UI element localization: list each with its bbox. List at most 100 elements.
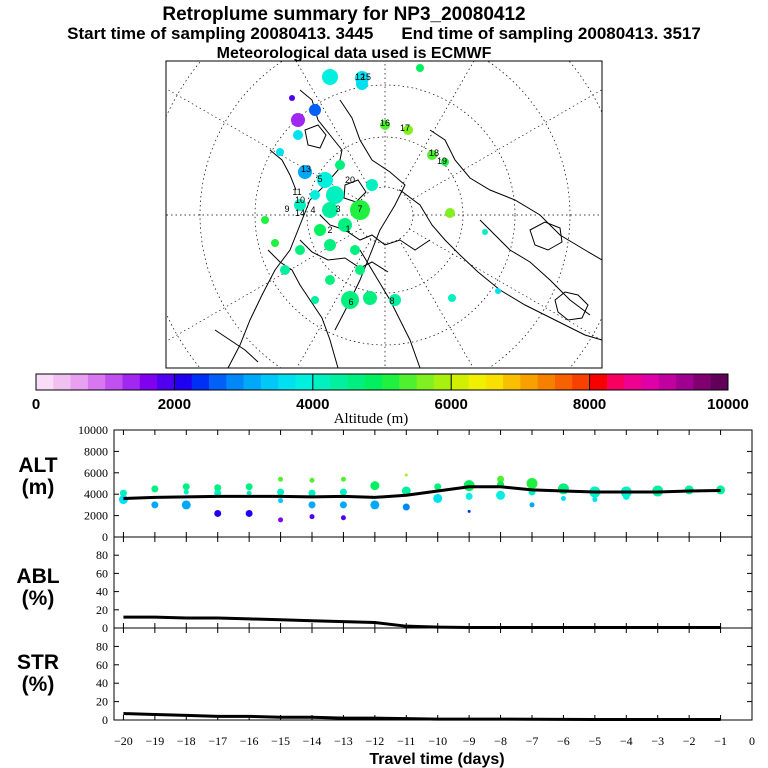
cluster-point	[465, 492, 473, 500]
colorbar-swatch	[693, 374, 712, 390]
plume-cluster-marker	[356, 78, 368, 90]
coastline	[429, 129, 602, 261]
y-tick-label: 40	[96, 585, 108, 599]
y-tick-label: 6000	[84, 466, 108, 480]
median-altitude-line	[123, 485, 721, 500]
map-graticule	[166, 61, 602, 368]
cluster-point	[592, 497, 598, 503]
abl-panel-label: ABL (%)	[8, 566, 68, 610]
colorbar-swatch	[87, 374, 106, 390]
colorbar-swatch	[139, 374, 158, 390]
plume-cluster-marker	[350, 245, 360, 255]
cluster-point	[716, 485, 726, 495]
plume-cluster-marker	[495, 288, 501, 294]
cluster-point	[181, 500, 191, 510]
plume-cluster-marker	[363, 291, 377, 305]
plume-cluster-marker	[338, 218, 352, 232]
map-trajectory-label: 13	[301, 164, 311, 174]
plume-cluster-marker	[380, 120, 390, 130]
plume-cluster-marker	[276, 148, 284, 156]
coastline	[214, 329, 259, 363]
coastline	[359, 249, 421, 368]
coastline	[529, 221, 563, 251]
colorbar-swatch	[641, 374, 660, 390]
cluster-point	[404, 473, 408, 477]
plume-cluster-marker	[322, 202, 338, 218]
colorbar-swatch	[555, 374, 573, 390]
cluster-point	[560, 495, 566, 501]
plume-cluster-marker	[389, 294, 401, 306]
x-tick-label: −10	[428, 734, 447, 748]
coastline	[319, 214, 431, 251]
plume-cluster-marker	[325, 275, 335, 285]
cluster-point	[434, 483, 442, 491]
cluster-point	[182, 483, 190, 491]
coastline	[343, 179, 367, 203]
plume-cluster-marker	[322, 69, 338, 85]
y-tick-label: 20	[96, 603, 108, 617]
x-tick-label: −9	[463, 734, 476, 748]
panel-frame	[113, 536, 753, 629]
x-tick-label: −3	[651, 734, 664, 748]
latitude-circle	[254, 84, 516, 346]
x-tick-label: −7	[526, 734, 539, 748]
start-time-label: Start time of sampling 20080413. 3445	[67, 24, 374, 43]
plume-cluster-marker	[341, 291, 359, 309]
colorbar-swatch	[624, 374, 642, 390]
cluster-point	[496, 490, 506, 500]
colorbar-swatch	[606, 374, 625, 390]
colorbar-swatch	[70, 374, 89, 390]
y-tick-label: 80	[96, 548, 108, 562]
y-tick-label: 0	[102, 530, 108, 544]
coastline	[554, 291, 589, 321]
cluster-point	[529, 502, 535, 508]
plume-cluster-marker	[317, 172, 333, 188]
colorbar-swatch	[347, 374, 366, 390]
colorbar-swatch	[468, 374, 487, 390]
x-tick-label: −16	[240, 734, 259, 748]
colorbar-swatch	[503, 374, 521, 390]
plume-cluster-marker	[310, 190, 320, 200]
plume-cluster-marker	[309, 104, 321, 116]
map-coastlines	[214, 89, 602, 368]
x-tick-label: −19	[145, 734, 164, 748]
abl-label-line2: (%)	[21, 587, 55, 610]
cluster-point	[245, 509, 253, 517]
cluster-point	[340, 515, 346, 521]
cluster-point	[278, 498, 284, 504]
plot-title: Retroplume summary for NP3_20080412	[162, 4, 526, 25]
str-label-line1: STR	[17, 651, 59, 674]
colorbar-swatch	[364, 374, 383, 390]
plume-cluster-marker	[311, 296, 319, 304]
colorbar-swatch	[105, 374, 123, 390]
coastline	[227, 89, 343, 368]
sampling-times: Start time of sampling 20080413. 3445 End…	[0, 24, 768, 44]
plume-cluster-marker	[271, 239, 279, 247]
colorbar-swatch	[226, 374, 244, 390]
cluster-point	[309, 514, 315, 520]
map-trajectory-label: 4	[310, 205, 315, 215]
cluster-point	[467, 509, 471, 513]
cluster-point	[308, 501, 316, 509]
cluster-point	[370, 500, 380, 510]
colorbar-swatch	[260, 374, 279, 390]
plume-cluster-marker	[295, 245, 305, 255]
coastline	[267, 249, 339, 368]
map-trajectory-label: 2	[327, 225, 332, 235]
str-label-line2: (%)	[21, 673, 55, 696]
colorbar-tick-label: 8000	[573, 396, 606, 413]
colorbar-swatch	[433, 374, 452, 390]
abl-fraction-line	[123, 615, 721, 630]
map-trajectory-label: 19	[437, 156, 447, 166]
map-trajectory-label: 5	[317, 174, 322, 184]
abl-label-line1: ABL	[16, 565, 60, 588]
str-fraction-line	[123, 712, 721, 722]
x-tick-label: −4	[620, 734, 633, 748]
alt-label-line1: ALT	[18, 454, 58, 477]
y-tick-label: 20	[96, 695, 108, 709]
coastline	[479, 219, 591, 316]
plume-cluster-marker	[416, 64, 424, 72]
plume-cluster-marker	[335, 160, 345, 170]
colorbar-swatch	[537, 374, 556, 390]
